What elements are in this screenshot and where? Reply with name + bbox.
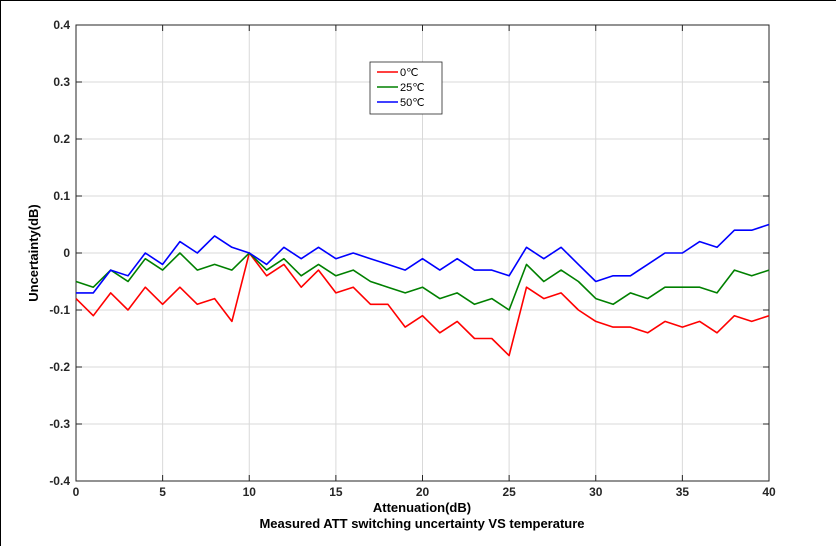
y-tick-label: -0.1 <box>49 303 70 317</box>
x-tick-labels: 0 5 10 15 20 25 30 35 40 <box>73 485 776 499</box>
y-tick-label: 0.3 <box>53 75 70 89</box>
legend-box <box>369 61 443 115</box>
chart-title: Measured ATT switching uncertainty VS te… <box>259 516 584 531</box>
y-tick-label: 0.4 <box>53 18 70 32</box>
legend-label-0: 0℃ <box>400 67 418 79</box>
x-axis-label: Attenuation(dB) <box>373 500 471 515</box>
series-line-0 <box>75 252 770 357</box>
y-tick-label: -0.3 <box>49 417 70 431</box>
y-tick-labels: -0.4 -0.3 -0.2 -0.1 0 0.1 0.2 0.3 0.4 <box>49 18 70 488</box>
series-line-1 <box>75 252 770 311</box>
x-tick-label: 15 <box>329 485 343 499</box>
x-tick-label: 35 <box>676 485 690 499</box>
y-axis-label: Uncertainty(dB) <box>26 204 41 302</box>
x-tick-label: 40 <box>762 485 776 499</box>
x-tick-label: 30 <box>589 485 603 499</box>
x-tick-label: 25 <box>502 485 516 499</box>
series-lines <box>75 223 770 357</box>
y-tick-label: 0.1 <box>53 189 70 203</box>
series-line-2 <box>76 223 770 294</box>
legend: 0℃ 25℃ 50℃ <box>369 61 443 115</box>
y-tick-label: 0.2 <box>53 132 70 146</box>
y-tick-label: -0.2 <box>49 360 70 374</box>
legend-label-2: 50℃ <box>400 97 425 109</box>
y-tick-label: -0.4 <box>49 474 70 488</box>
x-tick-label: 0 <box>73 485 80 499</box>
y-tick-label: 0 <box>63 246 70 260</box>
legend-label-1: 25℃ <box>400 82 425 94</box>
axis-ticks <box>75 24 770 482</box>
x-tick-label: 20 <box>416 485 430 499</box>
x-tick-label: 5 <box>159 485 166 499</box>
x-tick-label: 10 <box>243 485 257 499</box>
